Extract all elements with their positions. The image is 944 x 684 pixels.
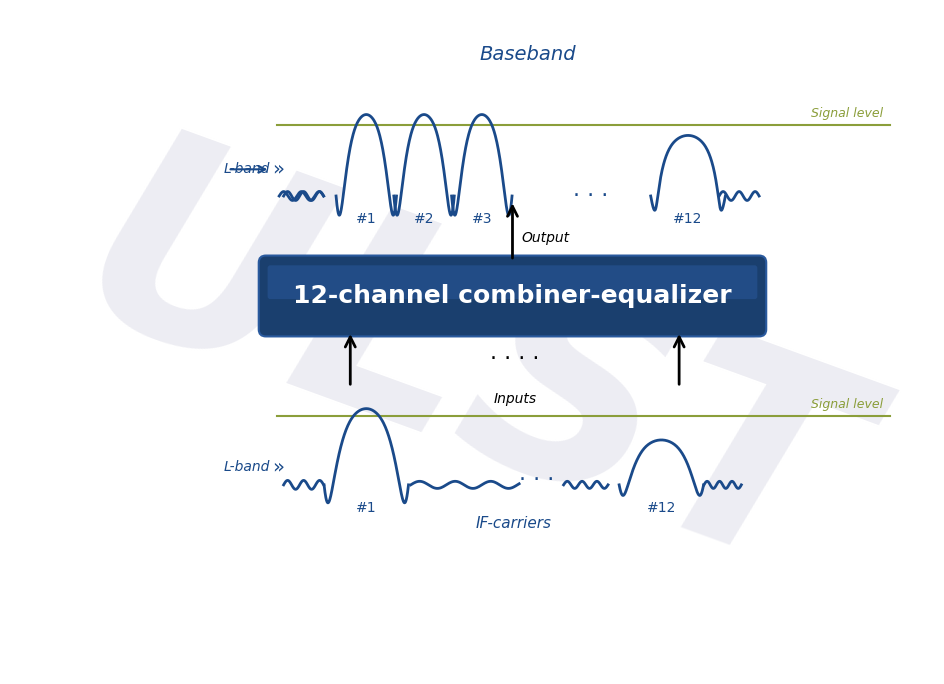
Text: Signal level: Signal level: [812, 107, 884, 120]
Text: #12: #12: [673, 212, 702, 226]
Bar: [266, 262, 759, 264]
Text: · · · ·: · · · ·: [490, 349, 539, 369]
Text: Signal level: Signal level: [812, 398, 884, 411]
Bar: [266, 317, 759, 319]
Text: Output: Output: [521, 231, 569, 245]
Bar: [266, 300, 759, 302]
Bar: [266, 282, 759, 284]
Bar: [266, 264, 759, 266]
Text: »: »: [272, 458, 284, 477]
Text: 12-channel combiner-equalizer: 12-channel combiner-equalizer: [294, 284, 732, 308]
Bar: [266, 308, 759, 311]
Text: IF-carriers: IF-carriers: [476, 516, 552, 531]
Bar: [266, 277, 759, 279]
Text: #2: #2: [413, 212, 434, 226]
Bar: [266, 289, 759, 291]
Bar: [266, 307, 759, 309]
Bar: [266, 269, 759, 272]
Bar: [266, 263, 759, 265]
Text: · · ·: · · ·: [519, 471, 554, 490]
Text: Baseband: Baseband: [480, 45, 577, 64]
Bar: [266, 304, 759, 306]
Bar: [266, 283, 759, 285]
Bar: [266, 273, 759, 275]
Bar: [266, 298, 759, 300]
Bar: [266, 316, 759, 318]
Bar: [266, 319, 759, 320]
Bar: [266, 268, 759, 270]
Bar: [266, 271, 759, 273]
Bar: [266, 301, 759, 302]
Bar: [266, 295, 759, 297]
Bar: [266, 265, 759, 267]
Text: Inputs: Inputs: [493, 391, 536, 406]
Bar: [266, 274, 759, 276]
Text: #3: #3: [472, 212, 492, 226]
Text: #1: #1: [356, 212, 377, 226]
Bar: [266, 323, 759, 325]
Bar: [266, 298, 759, 300]
Bar: [266, 294, 759, 296]
Text: · · ·: · · ·: [573, 186, 608, 206]
Bar: [266, 321, 759, 324]
Bar: [266, 325, 759, 327]
Bar: [266, 289, 759, 291]
Bar: [266, 328, 759, 329]
Bar: [266, 324, 759, 326]
FancyBboxPatch shape: [267, 265, 757, 299]
Bar: [266, 306, 759, 308]
Text: ULST: ULST: [47, 111, 885, 636]
FancyBboxPatch shape: [259, 256, 767, 337]
Bar: [266, 310, 759, 311]
Bar: [266, 314, 759, 316]
Bar: [266, 276, 759, 278]
Text: #12: #12: [647, 501, 676, 515]
Bar: [266, 286, 759, 288]
Bar: [266, 266, 759, 268]
Bar: [266, 284, 759, 286]
Bar: [266, 285, 759, 287]
Text: #1: #1: [356, 501, 377, 515]
Bar: [266, 267, 759, 269]
Bar: [266, 275, 759, 277]
Bar: [266, 305, 759, 307]
Bar: [266, 291, 759, 293]
Bar: [266, 312, 759, 314]
Text: L-band: L-band: [224, 162, 270, 176]
Bar: [266, 292, 759, 293]
Bar: [266, 303, 759, 305]
Bar: [266, 287, 759, 289]
Bar: [266, 293, 759, 295]
Bar: [266, 311, 759, 313]
Bar: [266, 302, 759, 304]
Bar: [266, 319, 759, 321]
Bar: [266, 272, 759, 274]
Bar: [266, 278, 759, 280]
Bar: [266, 296, 759, 298]
Bar: [266, 321, 759, 323]
Bar: [266, 280, 759, 282]
Text: »: »: [272, 160, 284, 179]
Bar: [266, 326, 759, 328]
Bar: [266, 313, 759, 315]
Text: L-band: L-band: [224, 460, 270, 474]
Bar: [266, 280, 759, 282]
Bar: [266, 315, 759, 317]
